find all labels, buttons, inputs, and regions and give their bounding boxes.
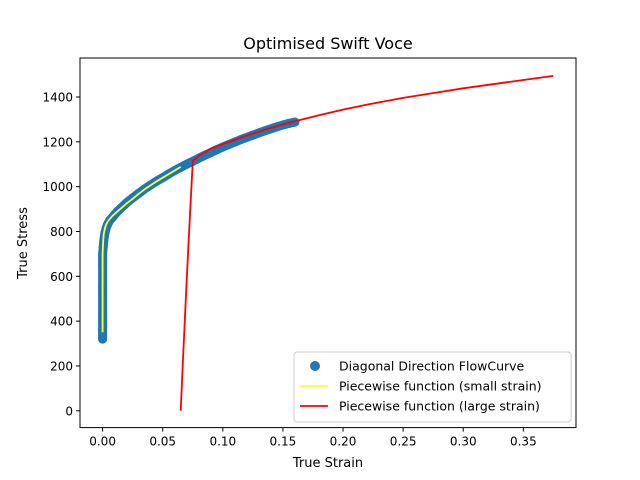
data-point xyxy=(98,334,108,344)
x-tick-label: 0.00 xyxy=(89,435,116,449)
series-layer xyxy=(98,75,554,411)
x-tick-label: 0.20 xyxy=(330,435,357,449)
series-line-1 xyxy=(101,166,182,333)
series-line-2 xyxy=(179,75,554,411)
plot-area xyxy=(79,57,577,429)
x-tick-label: 0.15 xyxy=(270,435,297,449)
legend-frame xyxy=(293,351,572,423)
plot-frame xyxy=(79,57,577,429)
y-tick-label: 1000 xyxy=(42,180,73,194)
y-axis-ticks: 0 200 400 600 800 1000 1200 1400 xyxy=(42,90,80,418)
legend-label: Piecewise function (large strain) xyxy=(339,399,540,414)
x-axis-label: True Strain xyxy=(292,456,363,471)
legend-marker-scatter xyxy=(310,361,320,371)
y-tick-label: 400 xyxy=(50,315,73,329)
x-tick-label: 0.05 xyxy=(149,435,176,449)
y-tick-label: 1400 xyxy=(42,90,73,104)
y-tick-label: 200 xyxy=(50,359,73,373)
y-tick-label: 0 xyxy=(65,404,73,418)
y-tick-label: 1200 xyxy=(42,135,73,149)
x-tick-label: 0.35 xyxy=(510,435,537,449)
legend-label: Diagonal Direction FlowCurve xyxy=(339,359,525,374)
x-tick-label: 0.30 xyxy=(450,435,477,449)
y-tick-label: 600 xyxy=(50,270,73,284)
y-tick-label: 800 xyxy=(50,225,73,239)
y-axis-label: True Stress xyxy=(16,207,31,280)
legend-items: Diagonal Direction FlowCurve Piecewise fu… xyxy=(300,359,542,414)
chart-title: Optimised Swift Voce xyxy=(243,34,412,53)
x-axis-ticks: 0.00 0.05 0.10 0.15 0.20 0.25 0.30 0.35 xyxy=(89,427,537,449)
legend: Diagonal Direction FlowCurve Piecewise fu… xyxy=(293,351,572,423)
x-tick-label: 0.25 xyxy=(390,435,417,449)
x-tick-label: 0.10 xyxy=(209,435,236,449)
legend-label: Piecewise function (small strain) xyxy=(339,379,542,394)
